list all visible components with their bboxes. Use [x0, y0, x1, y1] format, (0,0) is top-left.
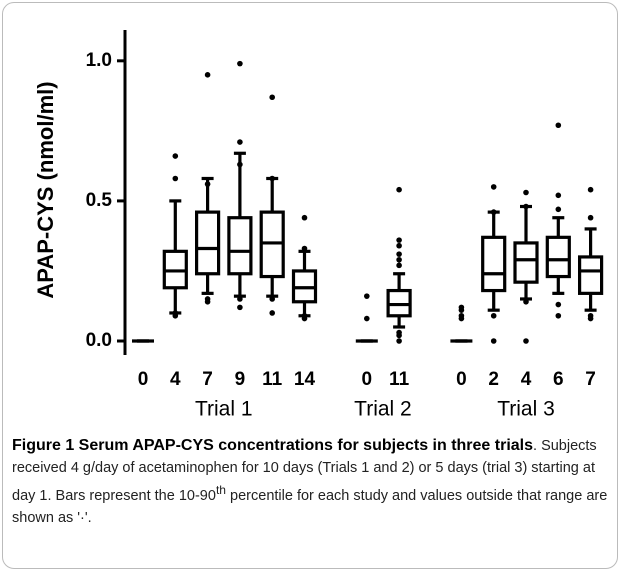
flier — [237, 161, 243, 168]
group-label: Trial 2 — [354, 398, 412, 421]
flier — [396, 251, 402, 257]
flier — [237, 60, 243, 67]
x-tick-label: 9 — [235, 369, 246, 390]
x-tick-label: 4 — [521, 369, 532, 390]
x-tick-label: 7 — [202, 369, 213, 390]
flier — [587, 315, 594, 322]
box — [513, 241, 539, 284]
flier — [396, 256, 402, 263]
flier — [396, 237, 402, 243]
chart: APAP-CYS (nmol/ml) 0.00.51.00 4 7 9 11 14Tria… — [33, 30, 604, 421]
flier — [204, 72, 211, 78]
frame — [2, 2, 618, 569]
x-tick-label: 0 — [456, 369, 467, 390]
flier — [269, 310, 276, 316]
flier — [396, 242, 402, 249]
flier — [523, 298, 529, 305]
flier — [523, 203, 529, 210]
x-tick-label: 6 — [553, 369, 564, 390]
x-tick-label: 7 — [585, 369, 596, 390]
flier — [555, 206, 562, 213]
flier — [490, 184, 497, 190]
flier — [204, 181, 211, 187]
x-tick-label: 0 — [362, 369, 373, 390]
flier — [172, 153, 179, 159]
caption-text-end: percentile for each study and values out… — [12, 487, 608, 526]
flier — [458, 307, 465, 313]
flier — [396, 262, 402, 269]
flier — [364, 315, 370, 322]
flier — [301, 214, 308, 221]
flier — [490, 209, 497, 215]
flier — [490, 312, 497, 319]
box — [227, 216, 253, 276]
flier — [555, 122, 562, 129]
box — [545, 235, 571, 279]
flier — [396, 186, 402, 193]
flier — [587, 214, 594, 221]
y-axis-label: APAP-CYS (nmol/ml) — [33, 81, 58, 298]
flier — [269, 175, 276, 182]
flier — [237, 304, 243, 311]
flier — [458, 312, 465, 319]
flier — [490, 338, 497, 344]
flier — [237, 296, 243, 302]
caption-title: Figure 1 Serum APAP-CYS concentrations f… — [12, 437, 534, 454]
x-tick-label: 2 — [488, 369, 499, 390]
x-tick-label: 11 — [262, 369, 283, 390]
flier — [301, 312, 308, 319]
y-tick-label: 0.0 — [86, 330, 112, 351]
flier — [204, 296, 211, 302]
flier — [364, 293, 370, 299]
caption: Figure 1 Serum APAP-CYS concentrations f… — [12, 435, 612, 529]
flier — [396, 338, 402, 344]
box — [577, 255, 604, 295]
flier — [237, 139, 243, 145]
box — [195, 210, 221, 276]
flier — [555, 312, 562, 319]
x-tick-label: 11 — [389, 369, 410, 390]
y-tick-label: 1.0 — [86, 50, 112, 71]
caption-text: . Subjects received 4 g/day of acetamino… — [12, 438, 597, 504]
flier — [172, 310, 179, 316]
group-label: Trial 1 — [195, 398, 253, 421]
flier — [555, 192, 562, 199]
flier — [523, 338, 529, 344]
caption-sup: th — [215, 483, 227, 497]
flier — [301, 245, 308, 252]
flier — [523, 189, 529, 196]
box — [481, 235, 507, 293]
group-label: Trial 3 — [497, 398, 555, 421]
x-tick-label: 0 — [138, 369, 149, 390]
flier — [396, 329, 402, 336]
x-tick-label: 4 — [170, 369, 181, 390]
flier — [587, 186, 594, 193]
x-tick-label: 14 — [294, 369, 316, 390]
y-tick-label: 0.5 — [86, 190, 113, 211]
flier — [269, 94, 276, 101]
flier — [555, 301, 562, 308]
flier — [269, 296, 276, 302]
flier — [172, 175, 179, 182]
